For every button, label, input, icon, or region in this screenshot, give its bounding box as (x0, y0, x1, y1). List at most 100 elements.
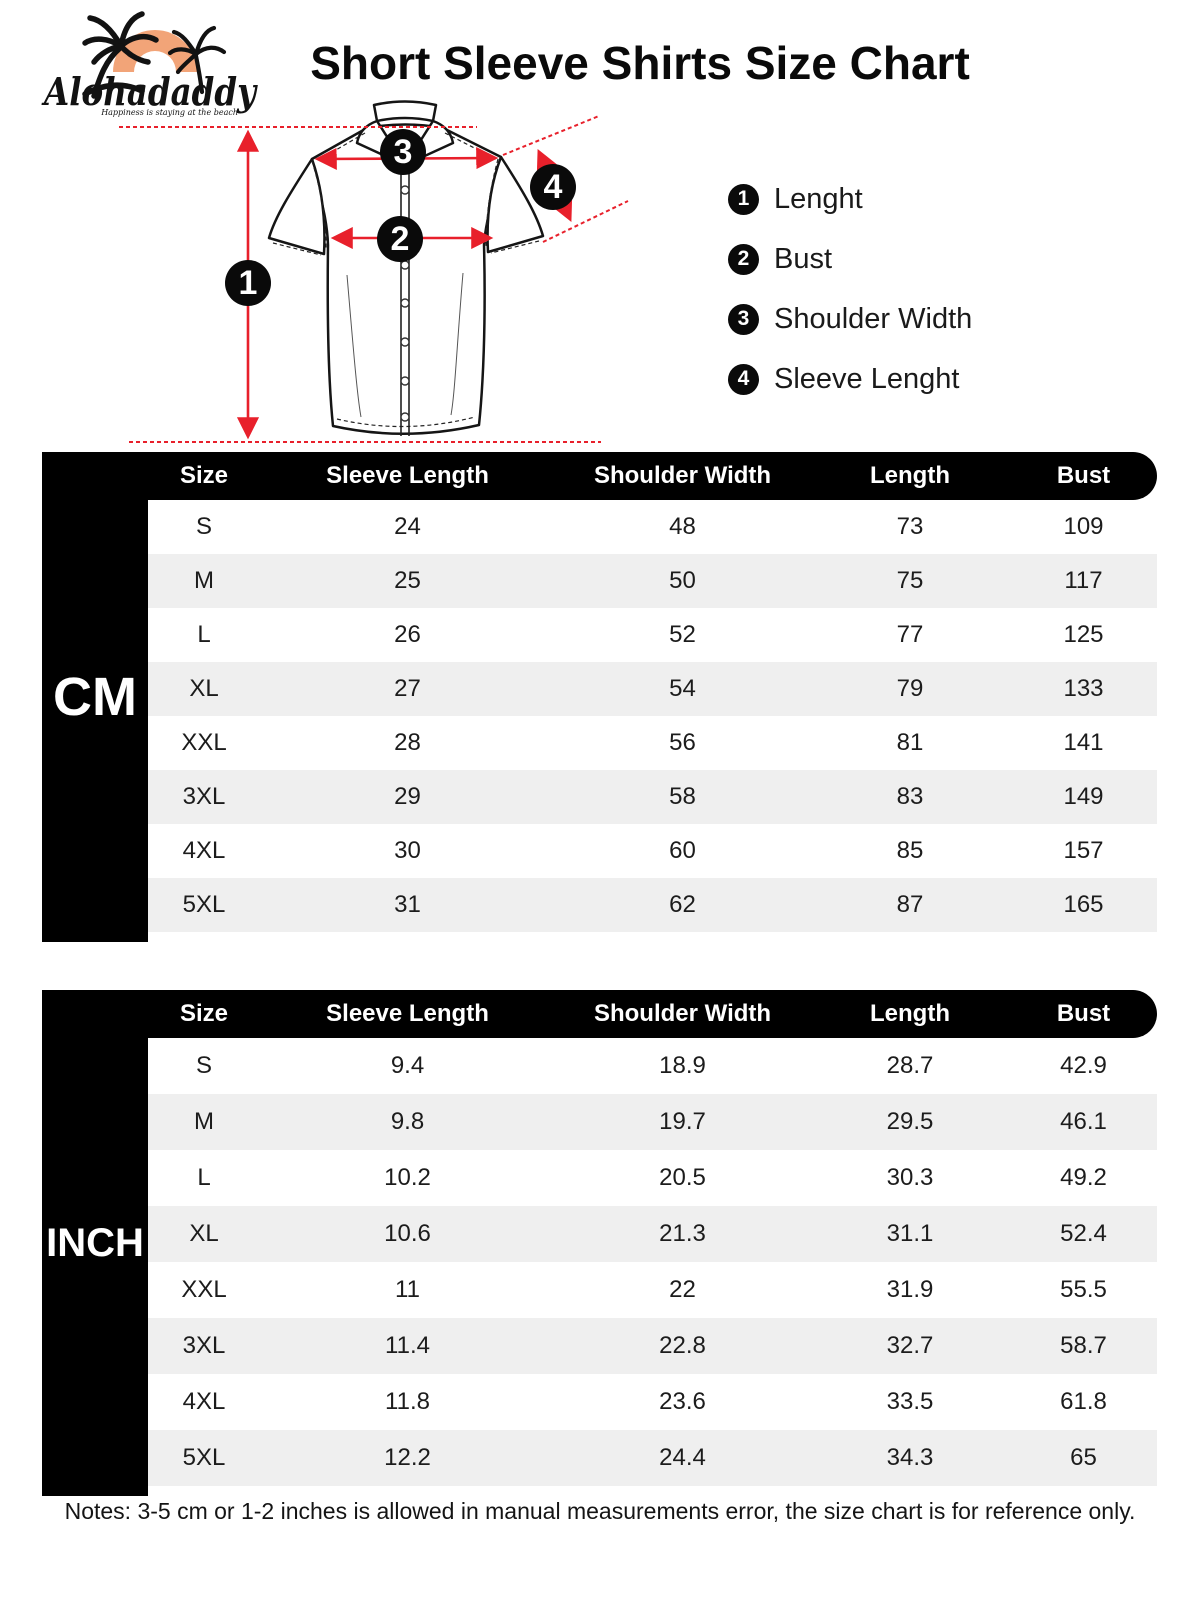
cell-shoulder-width: 19.7 (659, 1108, 706, 1135)
cell-size: XL (189, 675, 219, 702)
palm-tree-small-icon (167, 25, 227, 95)
legend-item-sleeve-length: 4 Sleeve Lenght (728, 362, 972, 396)
notes-text: Notes: 3-5 cm or 1-2 inches is allowed i… (64, 1498, 1136, 1524)
column-header-bust: Bust (1056, 1000, 1111, 1027)
cell-sleeve-length: 29 (394, 783, 421, 810)
cell-bust: 117 (1064, 567, 1103, 594)
cell-sleeve-length: 30 (394, 837, 421, 864)
cell-length: 77 (896, 621, 924, 648)
cell-size: M (194, 1108, 214, 1135)
cell-shoulder-width: 58 (669, 783, 696, 810)
cell-size: 5XL (182, 891, 226, 918)
table-row: XL 27 54 79 133 (148, 662, 1157, 716)
column-header-shoulder-width: Shoulder Width (593, 1000, 772, 1027)
legend-number-2: 2 (728, 243, 759, 275)
table-row: M 9.8 19.7 29.5 46.1 (148, 1094, 1157, 1150)
cell-shoulder-width: 22 (669, 1276, 696, 1303)
shirt-outline (267, 100, 545, 435)
cell-shoulder-width: 54 (669, 675, 696, 702)
table-row: 4XL 30 60 85 157 (148, 824, 1157, 878)
legend-item-bust: 2 Bust (728, 242, 972, 276)
cell-size: XXL (181, 729, 227, 756)
size-table-cm: CM Size Sleeve Length Shoulder Width Len… (42, 452, 1157, 942)
cell-size: L (197, 621, 211, 648)
column-header-size: Size (179, 1000, 229, 1027)
cell-length: 31.9 (886, 1276, 934, 1303)
marker-4: 4 (530, 164, 576, 210)
table-header-inch: Size Sleeve Length Shoulder Width Length… (42, 990, 1157, 1038)
table-row: XXL 28 56 81 141 (148, 716, 1157, 770)
cell-length: 79 (896, 675, 924, 702)
table-row: L 10.2 20.5 30.3 49.2 (148, 1150, 1157, 1206)
legend-label-shoulder-width: Shoulder Width (774, 302, 973, 335)
cell-bust: 61.8 (1060, 1388, 1107, 1415)
cell-length: 85 (896, 837, 924, 864)
cell-size: M (194, 567, 214, 594)
cell-length: 83 (896, 783, 924, 810)
legend-number-1: 1 (728, 183, 759, 215)
table-row: 5XL 31 62 87 165 (148, 878, 1157, 932)
cell-bust: 125 (1063, 621, 1104, 648)
cell-shoulder-width: 62 (669, 891, 696, 918)
cell-shoulder-width: 48 (669, 513, 696, 540)
cell-bust: 46.1 (1060, 1108, 1107, 1135)
cell-bust: 42.9 (1060, 1052, 1107, 1079)
cell-bust: 141 (1063, 729, 1104, 756)
unit-label-inch: INCH (42, 990, 148, 1496)
cell-bust: 157 (1063, 837, 1104, 864)
cell-size: S (195, 513, 212, 540)
column-header-sleeve-length: Sleeve Length (326, 462, 489, 489)
cell-length: 28.7 (886, 1052, 934, 1079)
legend-label-sleeve-length: Sleeve Lenght (774, 362, 960, 395)
cell-bust: 52.4 (1060, 1220, 1107, 1247)
table-row: L 26 52 77 125 (148, 608, 1157, 662)
cell-bust: 109 (1063, 513, 1104, 540)
legend-label-bust: Bust (774, 242, 833, 275)
shirt-measurement-diagram: 1 2 3 4 (119, 100, 629, 443)
cell-shoulder-width: 52 (669, 621, 696, 648)
legend-label-length: Lenght (774, 182, 863, 215)
table-row: S 9.4 18.9 28.7 42.9 (148, 1038, 1157, 1094)
cell-sleeve-length: 31 (394, 891, 421, 918)
cell-length: 73 (896, 513, 924, 540)
table-header-cm: Size Sleeve Length Shoulder Width Length… (42, 452, 1157, 500)
column-header-size: Size (179, 462, 229, 489)
cell-bust: 65 (1070, 1444, 1097, 1471)
size-table-inch: INCH Size Sleeve Length Shoulder Width L… (42, 990, 1157, 1496)
svg-text:2: 2 (391, 220, 410, 258)
cell-sleeve-length: 10.2 (384, 1164, 431, 1191)
legend-item-length: 1 Lenght (728, 182, 972, 216)
palm-tree-icon (82, 11, 159, 99)
cell-sleeve-length: 10.6 (384, 1220, 431, 1247)
cell-size: 5XL (182, 1444, 226, 1471)
svg-text:1: 1 (239, 264, 258, 302)
table-row: M 25 50 75 117 (148, 554, 1157, 608)
unit-text: CM (53, 667, 137, 727)
cell-shoulder-width: 23.6 (659, 1388, 706, 1415)
cell-size: L (197, 1164, 211, 1191)
table-row: S 24 48 73 109 (148, 500, 1157, 554)
table-row: 3XL 29 58 83 149 (148, 770, 1157, 824)
page-title: Short Sleeve Shirts Size Chart (310, 37, 970, 89)
cell-bust: 49.2 (1060, 1164, 1107, 1191)
cell-length: 34.3 (886, 1444, 934, 1471)
cell-sleeve-length: 24 (394, 513, 421, 540)
cell-shoulder-width: 22.8 (659, 1332, 706, 1359)
cell-shoulder-width: 20.5 (659, 1164, 706, 1191)
column-header-length: Length (870, 462, 950, 489)
cell-sleeve-length: 25 (394, 567, 421, 594)
cell-sleeve-length: 11.8 (385, 1388, 430, 1415)
cell-size: 3XL (182, 1332, 226, 1359)
measurement-legend: 1 Lenght 2 Bust 3 Shoulder Width 4 Sleev… (728, 182, 972, 396)
svg-text:4: 4 (544, 168, 563, 206)
legend-number-3: 3 (728, 303, 759, 335)
brand-logo: Alohadaddy Happiness is staying at the b… (41, 11, 258, 117)
table-row: 3XL 11.4 22.8 32.7 58.7 (148, 1318, 1157, 1374)
column-header-shoulder-width: Shoulder Width (593, 462, 772, 489)
cell-sleeve-length: 27 (394, 675, 421, 702)
legend-item-shoulder-width: 3 Shoulder Width (728, 302, 972, 336)
cell-size: S (195, 1052, 212, 1079)
cell-sleeve-length: 28 (394, 729, 421, 756)
column-header-sleeve-length: Sleeve Length (326, 1000, 489, 1027)
cell-sleeve-length: 12.2 (384, 1444, 431, 1471)
